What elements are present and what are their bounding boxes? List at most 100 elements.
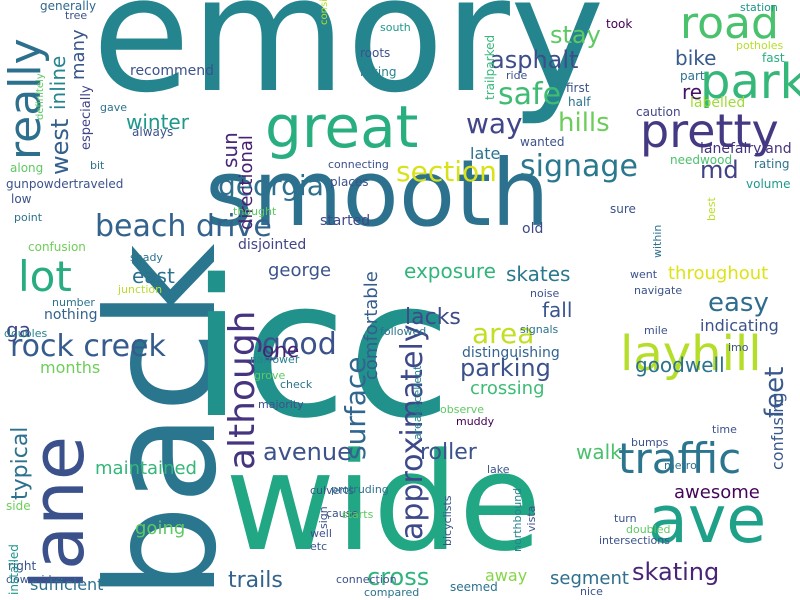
cloud-word: fall [542, 298, 573, 322]
cloud-word: trails [228, 568, 283, 593]
cloud-word: narrower [250, 353, 300, 366]
cloud-word: emory [92, 0, 605, 128]
cloud-word: first [566, 81, 590, 95]
cloud-word: part [680, 69, 705, 83]
cloud-word: trailparked [483, 34, 497, 100]
cloud-word: northbound [511, 487, 524, 552]
cloud-word: many [68, 29, 89, 80]
cloud-word: late [470, 144, 501, 163]
cloud-word: park [700, 54, 800, 110]
cloud-word: winter [126, 110, 189, 134]
cloud-word: walk [576, 440, 622, 464]
cloud-word: skating [632, 558, 720, 586]
cloud-word: always [132, 125, 174, 139]
cloud-word: crossing [470, 378, 545, 399]
cloud-word: georgia [218, 169, 324, 202]
cloud-word: area [472, 317, 535, 350]
cloud-word: re [682, 80, 703, 104]
cloud-word: potholes [736, 39, 784, 52]
cloud-word: lacks [405, 305, 461, 330]
cloud-word: avenue [263, 438, 352, 466]
cloud-word: awesome [674, 482, 760, 503]
cloud-word: parking [460, 354, 551, 382]
cloud-word: layhill [620, 326, 762, 382]
cloud-word: took [606, 17, 633, 31]
cloud-word: connecting [328, 158, 389, 171]
cloud-word: protruding [331, 483, 389, 496]
cloud-word: traffic [618, 434, 742, 483]
cloud-word: section [396, 155, 497, 188]
cloud-word: junction [118, 283, 163, 296]
cloud-word: doubles [4, 327, 48, 340]
cloud-word: months [40, 358, 101, 377]
cloud-word: easy [708, 288, 769, 318]
cloud-word: cause [326, 507, 359, 520]
cloud-word: observe [440, 403, 485, 416]
cloud-word: distinguishing [462, 345, 560, 361]
cloud-word: intersections [599, 534, 670, 547]
cloud-word: doubled [626, 523, 671, 536]
cloud-word: recommend [130, 63, 214, 79]
cloud-word: way [466, 107, 523, 140]
cloud-word: gunpowdertraveled [6, 177, 124, 191]
cloud-word: road [680, 0, 779, 49]
cloud-word: mile [644, 324, 668, 337]
cloud-word: compared [364, 586, 420, 599]
cloud-word: cross [367, 563, 430, 591]
cloud-word: one [262, 338, 300, 362]
cloud-word: throughout [668, 263, 769, 284]
cloud-word: george [268, 260, 332, 281]
cloud-word: volume [746, 177, 791, 191]
cloud-word: considerably [319, 0, 330, 25]
cloud-word: skates [506, 262, 571, 286]
cloud-word: followed [380, 325, 427, 338]
cloud-word: smooth [205, 140, 550, 247]
cloud-word: biking [360, 65, 397, 79]
cloud-word: safe [498, 77, 562, 112]
cloud-word: bit [90, 159, 105, 172]
cloud-word: installed [7, 544, 21, 595]
cloud-word: maintained [95, 458, 197, 479]
cloud-word: ride [506, 69, 528, 82]
cloud-word: muddy [456, 415, 495, 428]
cloud-word: seemed [450, 580, 498, 594]
cloud-word: half [568, 95, 591, 109]
cloud-word: good [262, 327, 337, 362]
cloud-word: south [380, 21, 411, 34]
cloud-word: confusion [28, 240, 86, 254]
cloud-word: asphalt [490, 46, 579, 74]
cloud-word: rock creek [10, 329, 166, 364]
cloud-word: sufficient [30, 575, 104, 594]
cloud-word: roots [360, 46, 391, 60]
cloud-word: roller [420, 440, 477, 465]
cloud-word: well [310, 527, 332, 540]
cloud-word: pretty [640, 104, 779, 158]
cloud-word: although [222, 310, 263, 470]
cloud-word: nothing [44, 307, 98, 323]
cloud-word: especially [79, 85, 94, 150]
cloud-word: time [712, 423, 737, 436]
cloud-word: lanefairyland [700, 141, 792, 157]
cloud-word: away [485, 566, 528, 585]
cloud-word: ave [648, 483, 767, 558]
cloud-word: wide [225, 424, 542, 581]
cloud-word: downside [6, 573, 59, 586]
cloud-word: culverts [310, 484, 354, 497]
cloud-word: caution [636, 105, 681, 119]
cloud-word: bike [675, 46, 717, 70]
cloud-word: point [14, 211, 43, 224]
cloud-word: sign [317, 506, 330, 529]
cloud-word: noise [530, 287, 560, 300]
cloud-word: areaexcellent [411, 365, 424, 440]
cloud-word: grove [254, 369, 286, 382]
cloud-word: number [52, 296, 95, 309]
cloud-word: thought [233, 205, 277, 218]
cloud-word: starts [342, 508, 374, 521]
cloud-word: bicyclists [441, 495, 454, 546]
cloud-word: side [6, 499, 31, 513]
cloud-word: lot [18, 252, 72, 301]
cloud-word: nice [580, 585, 603, 598]
cloud-word: vista [525, 505, 538, 532]
cloud-word: check [280, 378, 313, 391]
cloud-word: west [46, 118, 74, 175]
